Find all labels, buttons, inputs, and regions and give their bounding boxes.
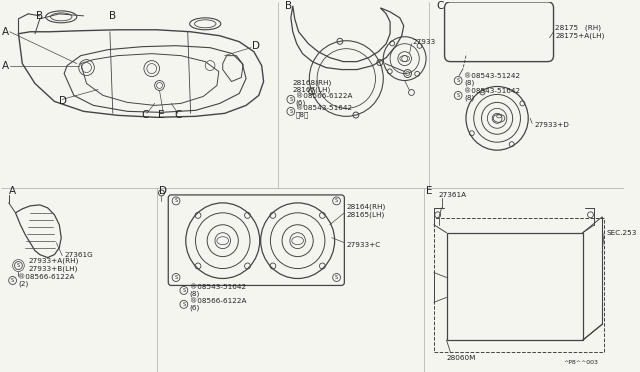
Text: 27361G: 27361G <box>64 251 93 257</box>
Text: S: S <box>289 97 292 102</box>
Text: 28175   (RH)
28175+A(LH): 28175 (RH) 28175+A(LH) <box>556 25 605 39</box>
Text: B: B <box>109 11 116 21</box>
Text: E: E <box>426 186 433 196</box>
Text: A: A <box>1 61 9 71</box>
Bar <box>434 218 604 352</box>
Text: C: C <box>141 110 148 120</box>
Text: 27933+D: 27933+D <box>534 122 569 128</box>
Text: S: S <box>11 278 14 283</box>
Text: 28060M: 28060M <box>447 355 476 361</box>
Text: ®08543-51642
(8): ®08543-51642 (8) <box>189 284 246 297</box>
Text: 28168(RH)
28167(LH): 28168(RH) 28167(LH) <box>292 80 332 93</box>
Text: ®08543-51642
（8）: ®08543-51642 （8） <box>296 105 352 118</box>
Text: SEC.253: SEC.253 <box>606 230 636 236</box>
Text: S: S <box>335 275 338 280</box>
Text: C: C <box>436 1 444 11</box>
Text: 27933+C: 27933+C <box>346 242 381 248</box>
Text: ^P8^^003: ^P8^^003 <box>563 360 598 365</box>
Text: S: S <box>456 93 460 98</box>
Text: D: D <box>252 41 260 51</box>
Text: S: S <box>175 198 178 203</box>
Text: ®08543-51242
(8): ®08543-51242 (8) <box>464 73 520 86</box>
Bar <box>447 233 582 340</box>
Text: D: D <box>60 96 67 106</box>
Text: E: E <box>158 110 164 120</box>
Text: S: S <box>17 263 20 268</box>
Text: B: B <box>36 11 44 21</box>
Text: S: S <box>289 109 292 114</box>
Text: ®08566-6122A
(2): ®08566-6122A (2) <box>19 274 75 287</box>
Text: 28164(RH)
28165(LH): 28164(RH) 28165(LH) <box>346 204 385 218</box>
Text: 27933+A(RH)
27933+B(LH): 27933+A(RH) 27933+B(LH) <box>28 257 79 272</box>
Text: A: A <box>1 27 9 37</box>
Text: ®08566-6122A
(6): ®08566-6122A (6) <box>189 298 246 311</box>
Text: S: S <box>182 288 186 293</box>
Text: 27361A: 27361A <box>439 192 467 198</box>
Text: S: S <box>335 198 338 203</box>
Text: 27933: 27933 <box>412 39 436 45</box>
Text: B: B <box>285 1 292 11</box>
Text: S: S <box>456 78 460 83</box>
Text: D: D <box>159 186 166 196</box>
Text: ®08543-51642
(8): ®08543-51642 (8) <box>464 88 520 101</box>
Text: C: C <box>174 110 182 120</box>
Text: ®08566-6122A
(6): ®08566-6122A (6) <box>296 93 352 106</box>
Text: A: A <box>9 186 16 196</box>
Text: S: S <box>175 275 178 280</box>
Text: S: S <box>182 302 186 307</box>
